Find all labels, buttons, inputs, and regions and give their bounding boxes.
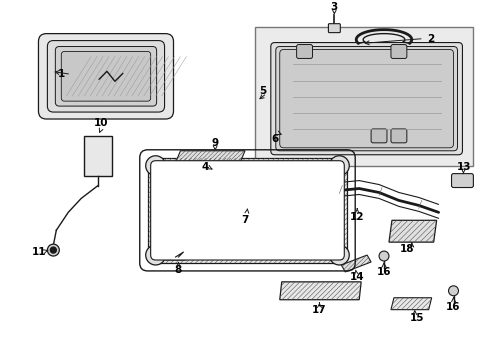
PathPatch shape: [213, 168, 262, 176]
Circle shape: [329, 156, 348, 176]
Circle shape: [329, 245, 348, 265]
Text: 14: 14: [349, 272, 364, 282]
FancyBboxPatch shape: [296, 45, 312, 58]
Text: 8: 8: [175, 265, 182, 275]
Text: 5: 5: [259, 86, 266, 96]
PathPatch shape: [147, 166, 163, 255]
Text: 12: 12: [349, 212, 364, 222]
Circle shape: [378, 251, 388, 261]
FancyBboxPatch shape: [390, 129, 406, 143]
Text: 15: 15: [408, 312, 423, 323]
Text: 16: 16: [376, 267, 390, 277]
FancyBboxPatch shape: [150, 161, 344, 260]
FancyBboxPatch shape: [275, 46, 457, 151]
Text: 10: 10: [94, 118, 108, 128]
FancyBboxPatch shape: [61, 51, 150, 101]
PathPatch shape: [341, 255, 370, 272]
Text: 16: 16: [446, 302, 460, 312]
Text: 1: 1: [58, 69, 65, 79]
Text: 6: 6: [271, 134, 278, 144]
Text: 7: 7: [241, 215, 248, 225]
Circle shape: [145, 245, 165, 265]
Text: 13: 13: [456, 162, 471, 172]
Text: 4: 4: [201, 162, 208, 172]
FancyBboxPatch shape: [55, 46, 156, 106]
FancyBboxPatch shape: [328, 24, 340, 33]
PathPatch shape: [279, 282, 361, 300]
FancyBboxPatch shape: [450, 174, 472, 188]
Text: 11: 11: [32, 247, 47, 257]
Circle shape: [47, 244, 59, 256]
FancyBboxPatch shape: [254, 27, 472, 166]
FancyBboxPatch shape: [370, 129, 386, 143]
Circle shape: [145, 156, 165, 176]
PathPatch shape: [331, 166, 346, 255]
Text: 9: 9: [211, 138, 218, 148]
PathPatch shape: [155, 247, 339, 263]
FancyBboxPatch shape: [39, 33, 173, 119]
FancyBboxPatch shape: [270, 42, 462, 155]
PathPatch shape: [390, 298, 431, 310]
Text: 18: 18: [399, 244, 413, 254]
Circle shape: [447, 286, 458, 296]
Text: 2: 2: [426, 33, 433, 44]
PathPatch shape: [388, 220, 436, 242]
Circle shape: [50, 247, 56, 253]
PathPatch shape: [175, 151, 244, 163]
PathPatch shape: [155, 158, 339, 174]
Text: 17: 17: [311, 305, 326, 315]
FancyBboxPatch shape: [279, 50, 452, 148]
FancyBboxPatch shape: [84, 136, 112, 176]
FancyBboxPatch shape: [390, 45, 406, 58]
Text: 3: 3: [330, 2, 337, 12]
FancyBboxPatch shape: [47, 41, 164, 112]
PathPatch shape: [165, 252, 188, 260]
